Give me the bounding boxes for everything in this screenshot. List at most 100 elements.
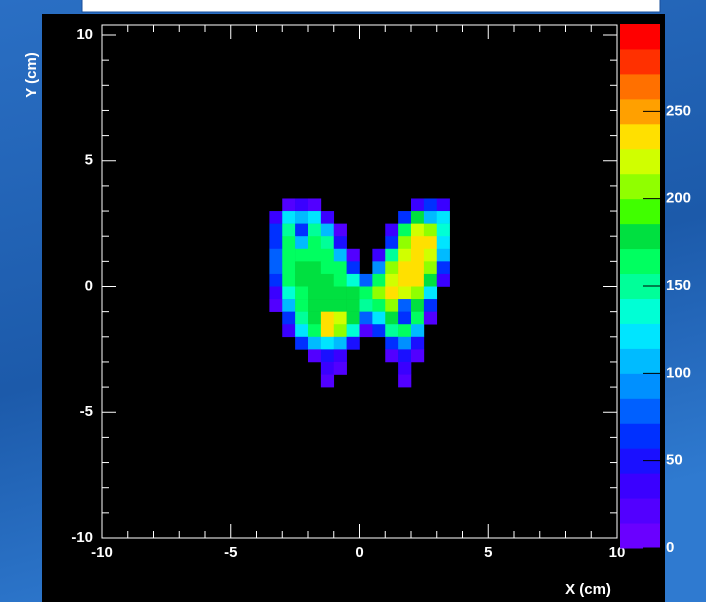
heatmap-cell	[321, 274, 334, 287]
heatmap-cell	[411, 337, 424, 350]
heatmap-cell	[334, 349, 347, 362]
heatmap-cell	[334, 362, 347, 375]
heatmap-cell	[282, 211, 295, 224]
heatmap-cell	[295, 299, 308, 312]
heatmap-cell	[437, 249, 450, 262]
heatmap-cell	[334, 337, 347, 350]
y-tick-label: 10	[76, 26, 93, 43]
heatmap-cell	[308, 211, 321, 224]
colorbar-tick-label: 0	[666, 539, 674, 556]
colorbar-box	[620, 473, 660, 498]
heatmap-cell	[295, 287, 308, 300]
heatmap-cell	[347, 249, 360, 262]
heatmap-cell	[269, 274, 282, 287]
heatmap-cell	[385, 274, 398, 287]
heatmap-cell	[411, 198, 424, 211]
y-tick-label: 0	[85, 277, 93, 294]
heatmap-cell	[308, 274, 321, 287]
heatmap-cell	[398, 312, 411, 325]
heatmap-cell	[269, 224, 282, 237]
heatmap-cell	[360, 312, 373, 325]
colorbar-box	[620, 149, 660, 174]
heatmap-cell	[372, 274, 385, 287]
x-axis-label: X (cm)	[565, 581, 611, 598]
heatmap-cell	[411, 236, 424, 249]
heatmap-cell	[321, 249, 334, 262]
heatmap-cell	[360, 274, 373, 287]
heatmap-cell	[372, 312, 385, 325]
heatmap-cell	[295, 236, 308, 249]
colorbar-box	[620, 398, 660, 423]
heatmap-cell	[424, 287, 437, 300]
heatmap-cell	[411, 324, 424, 337]
heatmap-cell	[282, 299, 295, 312]
page: {"chart_data": {"type": "heatmap", "xlab…	[0, 0, 706, 602]
colorbar-box	[620, 24, 660, 49]
colorbar-tick-label: 100	[666, 364, 691, 381]
heatmap-cell	[385, 236, 398, 249]
heatmap-cell	[437, 198, 450, 211]
heatmap-cell	[398, 362, 411, 375]
heatmap-cell	[372, 249, 385, 262]
heatmap-cell	[411, 299, 424, 312]
colorbar-box	[620, 49, 660, 74]
heatmap-cell	[424, 299, 437, 312]
colorbar-box	[620, 423, 660, 448]
heatmap-cell	[398, 349, 411, 362]
heatmap-cell	[295, 224, 308, 237]
colorbar-box	[620, 348, 660, 373]
y-axis-label: Y (cm)	[23, 52, 40, 98]
y-tick-label: 5	[85, 152, 93, 169]
heatmap-cell	[424, 274, 437, 287]
heatmap-cell	[398, 249, 411, 262]
heatmap-cell	[269, 236, 282, 249]
colorbar-box	[620, 373, 660, 398]
heatmap-cell	[398, 261, 411, 274]
colorbar-box	[620, 249, 660, 274]
heatmap-cell	[308, 236, 321, 249]
heatmap-cell	[360, 299, 373, 312]
heatmap-cell	[282, 249, 295, 262]
heatmap-cell	[282, 224, 295, 237]
colorbar-box	[620, 124, 660, 149]
heatmap-cell	[282, 312, 295, 325]
heatmap-cell	[424, 198, 437, 211]
heatmap-cell	[334, 261, 347, 274]
x-tick-label: -5	[224, 544, 237, 561]
heatmap-cell	[295, 312, 308, 325]
heatmap-cell	[424, 211, 437, 224]
heatmap-cell	[308, 224, 321, 237]
heatmap-cell	[437, 236, 450, 249]
heatmap-cell	[398, 211, 411, 224]
heatmap-cell	[398, 236, 411, 249]
heatmap-cell	[334, 274, 347, 287]
heatmap-cell	[398, 375, 411, 388]
heatmap-cell	[424, 236, 437, 249]
heatmap-cell	[411, 261, 424, 274]
heatmap-cell	[295, 274, 308, 287]
x-tick-label: 5	[484, 544, 492, 561]
colorbar-tick-label: 150	[666, 277, 691, 294]
heatmap-cell	[308, 349, 321, 362]
heatmap-cell	[372, 287, 385, 300]
heatmap-cell	[282, 324, 295, 337]
heatmap-cell	[334, 287, 347, 300]
heatmap-cell	[269, 249, 282, 262]
heatmap-cell	[321, 287, 334, 300]
heatmap-cell	[321, 261, 334, 274]
heatmap-cell	[360, 324, 373, 337]
heatmap-cell	[372, 299, 385, 312]
heatmap-cell	[308, 324, 321, 337]
heatmap-cell	[347, 324, 360, 337]
heatmap-cell	[321, 324, 334, 337]
heatmap-cell	[424, 261, 437, 274]
y-tick-label: -5	[80, 403, 93, 420]
heatmap-cell	[321, 224, 334, 237]
x-tick-label: -10	[91, 544, 113, 561]
colorbar-box	[620, 199, 660, 224]
heatmap-cell	[398, 274, 411, 287]
heatmap-cell	[321, 299, 334, 312]
heatmap-cell	[282, 287, 295, 300]
heatmap-cell	[437, 261, 450, 274]
heatmap-cell	[385, 349, 398, 362]
